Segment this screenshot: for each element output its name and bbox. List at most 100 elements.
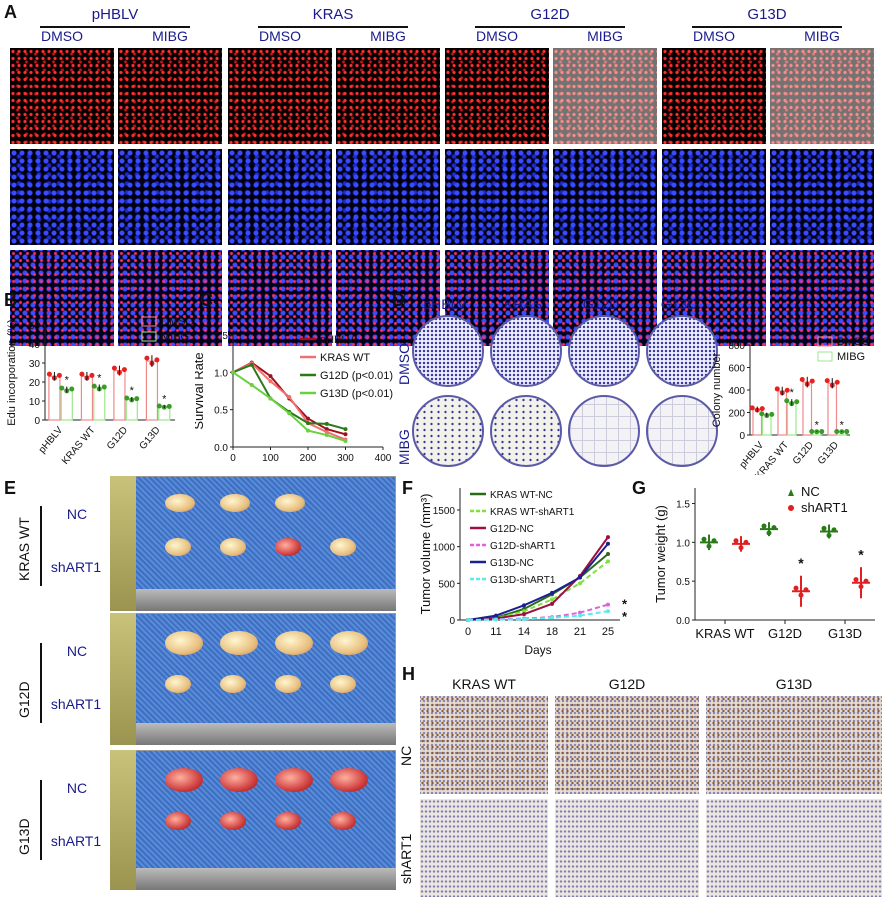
chart-b-edu-incorporation: 0 10 20 30 40 50 Edu incorporation (%) * pHBLV * K…	[6, 316, 194, 467]
data-point	[268, 396, 273, 401]
fluorescence-image-blue	[336, 149, 440, 245]
data-point	[91, 383, 97, 389]
data-point	[101, 384, 107, 390]
legend-label: KRAS WT-NC	[490, 490, 553, 501]
data-point	[466, 618, 470, 622]
y-tick-label: 10	[29, 397, 41, 408]
data-point	[809, 378, 815, 384]
row-label-nc: NC	[66, 643, 88, 659]
data-point	[803, 587, 809, 593]
tumor	[220, 675, 246, 693]
colony-dish	[412, 315, 484, 387]
column-label: G12D	[608, 676, 646, 692]
data-point	[798, 592, 804, 598]
data-point	[287, 411, 292, 416]
data-point	[834, 379, 840, 385]
series-line	[467, 560, 609, 621]
series-line	[467, 543, 609, 621]
x-tick-label: KRAS WT	[60, 425, 98, 467]
data-point	[831, 527, 837, 533]
tumor	[220, 768, 258, 792]
tumor	[330, 768, 368, 792]
x-tick-label: G12D	[791, 440, 816, 467]
bracket-line	[40, 506, 42, 586]
legend-label: G13D-shART1	[490, 575, 556, 586]
fluorescence-image-blue	[662, 149, 766, 245]
panel-label-a: A	[4, 2, 17, 22]
data-point	[121, 367, 127, 373]
legend-label: G13D-NC	[490, 558, 534, 569]
x-tick-label: 100	[262, 453, 279, 464]
x-tick-label: G12D	[105, 425, 130, 452]
tumor	[330, 675, 356, 693]
data-point	[69, 386, 75, 392]
fluorescence-image-blue	[445, 149, 549, 245]
tumor	[165, 494, 195, 512]
y-axis-label: Edu incorporation (%)	[6, 319, 18, 425]
data-point	[522, 603, 526, 608]
group-label: G12D	[530, 6, 570, 23]
y-tick-label: 50	[29, 321, 41, 332]
series-line	[467, 553, 609, 621]
x-tick-label: 21	[574, 626, 586, 638]
data-point	[863, 578, 869, 584]
y-tick-label: 600	[728, 364, 745, 375]
y-tick-label: 1500	[433, 506, 456, 517]
fluorescence-image-blue	[228, 149, 332, 245]
data-point	[738, 545, 744, 551]
y-axis-label: Colony number	[711, 352, 723, 427]
y-tick-label: 1.5	[214, 331, 228, 342]
colony-dish	[646, 395, 718, 467]
significance-star: *	[622, 597, 628, 612]
y-tick-label: 500	[438, 579, 455, 590]
legend-label: DMSO	[161, 316, 194, 328]
x-tick-label: G12D	[768, 626, 802, 641]
tumor	[275, 631, 313, 655]
legend-label: MIBG	[161, 331, 189, 343]
tumor	[165, 812, 191, 830]
x-tick-label: 0	[465, 626, 471, 638]
ihc-image	[420, 696, 548, 794]
column-label: KRAS WT	[452, 676, 516, 692]
legend-swatch	[141, 316, 157, 327]
ruler-vertical	[110, 476, 136, 611]
column-label: G13D	[775, 676, 813, 692]
data-point	[124, 395, 130, 401]
treatment-label: DMSO	[693, 28, 735, 44]
data-point	[606, 535, 610, 540]
significance-star: *	[790, 387, 795, 399]
bar	[80, 375, 94, 421]
group-label: G13D	[16, 818, 32, 855]
fluorescence-image-red	[445, 48, 549, 144]
data-point	[550, 590, 554, 595]
x-tick-label: G13D	[137, 425, 162, 452]
data-point	[79, 371, 85, 377]
data-point	[759, 406, 765, 412]
ihc-image	[555, 696, 699, 794]
tumor	[330, 538, 356, 556]
fluorescence-image-merge	[228, 250, 332, 346]
y-tick-label: 0.5	[676, 577, 690, 588]
bar	[802, 381, 813, 436]
data-point	[343, 432, 348, 437]
row-label-nc: NC	[66, 506, 88, 522]
fluorescence-image-blue	[770, 149, 874, 245]
data-point	[522, 609, 526, 614]
x-tick-label: 25	[602, 626, 614, 638]
x-tick-label: G13D	[828, 626, 862, 641]
colony-dish	[412, 395, 484, 467]
ruler-horizontal	[136, 589, 396, 611]
treatment-label: MIBG	[370, 28, 406, 44]
panel-label-d: D	[392, 290, 405, 310]
colony-dish	[646, 315, 718, 387]
fluorescence-image-merge	[118, 250, 222, 346]
panel-label-e: E	[4, 478, 17, 498]
data-point	[821, 525, 827, 531]
data-point	[858, 584, 864, 590]
y-tick-label: 0	[34, 416, 40, 427]
y-tick-label: 40	[29, 340, 41, 351]
tumor	[165, 768, 203, 792]
panel-label-g: G	[632, 478, 647, 498]
